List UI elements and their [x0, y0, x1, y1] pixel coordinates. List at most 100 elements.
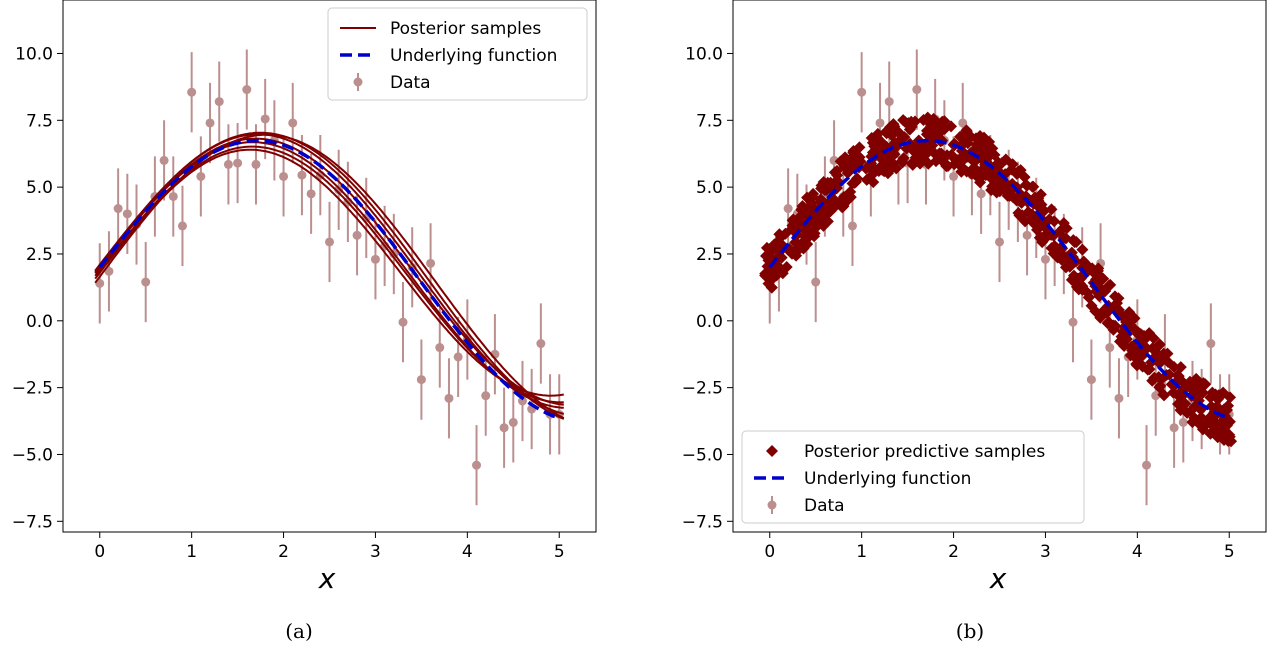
posterior-predictive-sample [1213, 391, 1226, 404]
x-tick-label: 5 [554, 542, 565, 562]
data-point [517, 396, 527, 406]
y-tick-label: −2.5 [682, 379, 723, 399]
posterior-predictive-sample [1013, 209, 1026, 222]
data-point [1040, 254, 1050, 264]
posterior-predictive-sample [828, 166, 841, 179]
posterior-predictive-sample [1167, 386, 1180, 399]
x-tick-label: 3 [370, 542, 381, 562]
posterior-predictive-sample [1040, 231, 1053, 244]
data-point [499, 423, 509, 433]
legend-marker-icon [353, 77, 363, 87]
data-point [995, 237, 1004, 247]
data-point [847, 221, 857, 231]
posterior-predictive-sample [848, 176, 861, 189]
legend-label: Underlying function [390, 46, 557, 66]
posterior-predictive-sample [898, 131, 911, 144]
data-point [875, 118, 885, 128]
data-point [279, 171, 289, 181]
posterior-predictive-sample [1184, 380, 1197, 393]
posterior-predictive-sample [909, 115, 922, 128]
posterior-predictive-sample [801, 238, 814, 251]
posterior-predictive-sample [1018, 171, 1031, 184]
data-point [958, 118, 968, 128]
posterior-predictive-sample [1152, 339, 1165, 352]
panel-a-marks [94, 49, 565, 506]
posterior-predictive-sample [988, 180, 1001, 193]
posterior-predictive-sample [974, 132, 987, 145]
data-point [159, 155, 169, 165]
data-point [251, 159, 261, 169]
panel-a-plot-area: 0 1 2 3 4 5 −7.5 −5.0 −2.5 0.0 2.5 5.0 7.5 10.0 Poster… [12, 0, 597, 562]
posterior-predictive-sample [1123, 306, 1136, 319]
data-point [1086, 375, 1096, 385]
posterior-predictive-sample [1048, 239, 1061, 252]
posterior-predictive-sample [1197, 377, 1210, 390]
legend-box [741, 430, 1085, 524]
y-tick-label: 10.0 [15, 44, 53, 64]
y-tick-label: 2.5 [26, 245, 53, 265]
posterior-predictive-sample [1070, 275, 1083, 288]
panel-b-marks [759, 49, 1238, 506]
posterior-predictive-sample [772, 238, 785, 251]
posterior-predictive-sample [1108, 322, 1121, 335]
x-tick-label: 5 [1224, 542, 1235, 562]
x-tick-label: 3 [1040, 542, 1051, 562]
posterior-predictive-sample [1076, 243, 1089, 256]
data-point [426, 258, 436, 268]
posterior-predictive-sample [1033, 231, 1046, 244]
legend-label: Posterior predictive samples [804, 442, 1045, 462]
data-point [233, 158, 243, 168]
x-tick-label: 4 [1132, 542, 1143, 562]
data-point [196, 171, 206, 181]
posterior-predictive-sample [786, 219, 799, 232]
posterior-predictive-sample [1092, 262, 1105, 275]
posterior-predictive-sample [834, 155, 847, 168]
data-point [168, 191, 178, 201]
data-point [1105, 343, 1115, 353]
panel-b-plot-area: 0 1 2 3 4 5 −7.5 −5.0 −2.5 0.0 2.5 5.0 7.5 10.0 Poster… [682, 0, 1267, 562]
data-point [1068, 317, 1078, 327]
legend: Posterior predictive samples Underlying f… [741, 430, 1085, 524]
data-point [306, 189, 316, 199]
posterior-predictive-sample [826, 200, 839, 213]
y-tick-label: 7.5 [26, 111, 53, 131]
data-point [398, 317, 408, 327]
data-point [187, 87, 197, 97]
data-point [976, 189, 986, 199]
data-point [481, 391, 491, 401]
data-point [1178, 417, 1188, 427]
posterior-predictive-sample [1059, 232, 1072, 245]
posterior-predictive-sample [1225, 435, 1238, 448]
posterior-predictive-sample [988, 148, 1001, 161]
posterior-predictive-sample [1120, 333, 1133, 346]
posterior-predictive-sample [1193, 418, 1206, 431]
axes-frame [732, 0, 1267, 533]
posterior-predictive-sample [1218, 403, 1231, 416]
legend-label: Data [804, 496, 845, 516]
posterior-predictive-sample [954, 130, 967, 143]
data-point [1022, 230, 1032, 240]
posterior-predictive-sample [1007, 191, 1020, 204]
data-series [95, 49, 564, 506]
posterior-predictive-sample [1053, 225, 1066, 238]
legend-diamond-icon [766, 445, 778, 457]
posterior-predictive-sample [847, 146, 860, 159]
posterior-predictive-sample [765, 281, 778, 294]
posterior-predictive-sample [880, 125, 893, 138]
y-tick-label: −7.5 [682, 512, 723, 532]
x-tick-label: 0 [764, 542, 775, 562]
axes-frame [62, 0, 597, 533]
posterior-predictive-sample [1077, 255, 1090, 268]
data-point [242, 85, 252, 95]
legend-label: Data [390, 73, 431, 93]
posterior-predictive-sample [897, 114, 910, 127]
posterior-predictive-sample [1157, 388, 1170, 401]
posterior-predictive-sample [1224, 391, 1237, 404]
data-point [472, 460, 482, 470]
data-point [912, 85, 922, 95]
posterior-predictive-sample [830, 178, 843, 191]
posterior-predictive-sample [760, 249, 773, 262]
data-point [334, 185, 344, 195]
posterior-predictive-sample [974, 176, 987, 189]
y-tick-label: 0.0 [696, 312, 723, 332]
